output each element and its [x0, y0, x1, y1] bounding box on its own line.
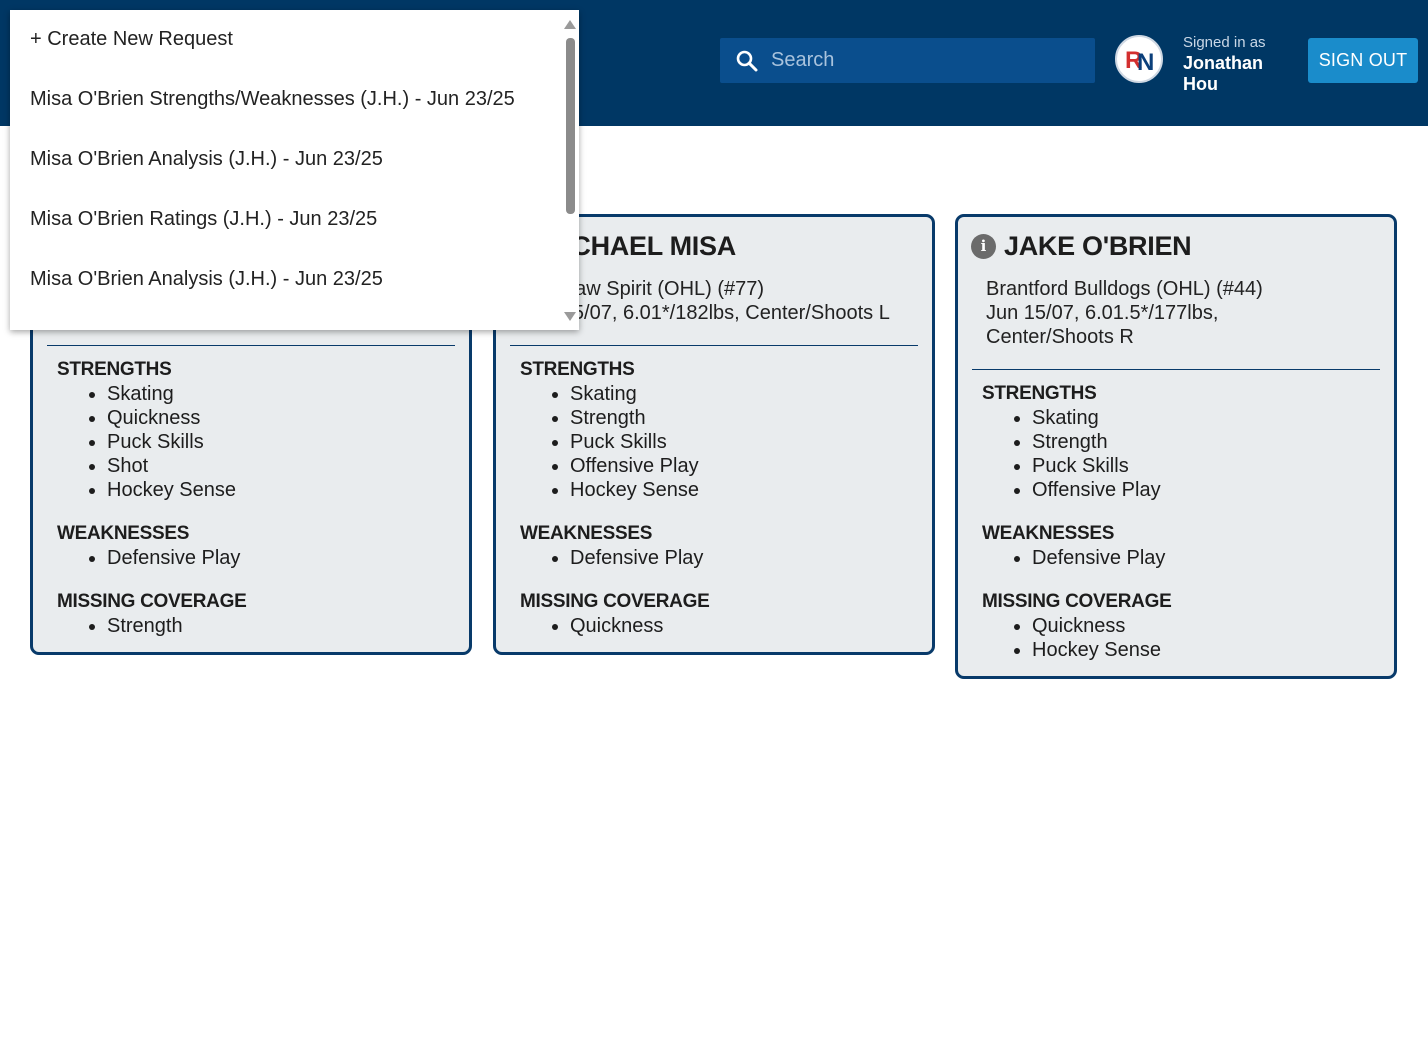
svg-text:R: R	[1125, 47, 1142, 74]
dropdown-scrollbar[interactable]	[561, 10, 579, 330]
sign-out-button[interactable]: SIGN OUT	[1308, 38, 1418, 83]
request-option[interactable]: Misa O'Brien Ratings (J.H.) - Jun 23/25	[30, 208, 378, 230]
player-detail-line: Brantford Bulldogs (OHL) (#44)	[986, 278, 1263, 300]
strength-item: Puck Skills	[570, 430, 932, 454]
weaknesse-item: Defensive Play	[1032, 546, 1394, 570]
strength-item: Strength	[1032, 430, 1394, 454]
player-detail-line: Jun 15/07, 6.01*/182lbs, Center/Shoots L	[524, 302, 890, 324]
card-bottom-padding	[496, 638, 932, 652]
player-details: Brantford Bulldogs (OHL) (#44) Jun 15/07,…	[958, 265, 1394, 349]
player-details: Saginaw Spirit (OHL) (#77) Jun 15/07, 6.0…	[496, 265, 932, 325]
strength-item: Strength	[570, 406, 932, 430]
scroll-down-arrow-icon[interactable]	[564, 312, 576, 321]
missing-heading: MISSING COVERAGE	[982, 591, 1172, 612]
search-placeholder: Search	[771, 49, 835, 71]
weaknesses-heading: WEAKNESSES	[520, 523, 653, 544]
player-detail-line: Saginaw Spirit (OHL) (#77)	[524, 278, 765, 300]
player-name: JAKE O'BRIEN	[1004, 230, 1192, 261]
missing-heading: MISSING COVERAGE	[520, 591, 710, 612]
missing-item: Quickness	[570, 614, 932, 638]
user-name: Jonathan Hou	[1183, 53, 1264, 94]
weaknesse-item: Defensive Play	[107, 546, 469, 570]
missing-list: QuicknessHockey Sense	[958, 614, 1394, 662]
strengths-heading: STRENGTHS	[520, 359, 635, 380]
player-detail-line: Center/Shoots R	[986, 326, 1134, 348]
request-dropdown-menu[interactable]: + Create New Request Misa O'Brien Strengt…	[10, 10, 579, 330]
weaknesses-list: Defensive Play	[958, 546, 1394, 570]
svg-text:N: N	[1137, 49, 1154, 76]
strengths-list: SkatingStrengthPuck SkillsOffensive Play…	[496, 382, 932, 502]
strength-item: Puck Skills	[107, 430, 469, 454]
card-bottom-padding	[958, 662, 1394, 676]
weaknesses-heading: WEAKNESSES	[57, 523, 190, 544]
create-new-request-option[interactable]: + Create New Request	[30, 28, 233, 50]
card-divider	[972, 369, 1380, 370]
organization-logo[interactable]: R N	[1115, 35, 1163, 83]
weaknesse-item: Defensive Play	[570, 546, 932, 570]
request-option[interactable]: Misa O'Brien Analysis (J.H.) - Jun 23/25	[30, 268, 383, 290]
card-bottom-padding	[33, 638, 469, 652]
weaknesses-list: Defensive Play	[496, 546, 932, 570]
missing-item: Strength	[107, 614, 469, 638]
strength-item: Offensive Play	[1032, 478, 1394, 502]
strengths-heading: STRENGTHS	[57, 359, 172, 380]
signed-in-label: Signed in as	[1183, 34, 1266, 51]
strengths-heading: STRENGTHS	[982, 383, 1097, 404]
missing-item: Hockey Sense	[1032, 638, 1394, 662]
strength-item: Hockey Sense	[107, 478, 469, 502]
request-option[interactable]: Misa O'Brien Strengths/Weaknesses (J.H.)…	[30, 88, 515, 110]
card-divider	[47, 345, 455, 346]
search-icon	[736, 50, 758, 71]
scrollbar-thumb[interactable]	[566, 38, 575, 214]
strength-item: Skating	[107, 382, 469, 406]
strength-item: Offensive Play	[570, 454, 932, 478]
player-card-header: i JAKE O'BRIEN	[958, 217, 1394, 265]
weaknesses-heading: WEAKNESSES	[982, 523, 1115, 544]
scroll-up-arrow-icon[interactable]	[564, 20, 576, 29]
strength-item: Quickness	[107, 406, 469, 430]
missing-heading: MISSING COVERAGE	[57, 591, 247, 612]
weaknesses-list: Defensive Play	[33, 546, 469, 570]
missing-list: Strength	[33, 614, 469, 638]
player-card: i JAKE O'BRIEN Brantford Bulldogs (OHL) (#…	[955, 214, 1397, 679]
player-detail-line: Jun 15/07, 6.01.5*/177lbs,	[986, 302, 1219, 324]
strengths-list: SkatingStrengthPuck SkillsOffensive Play	[958, 406, 1394, 502]
strength-item: Skating	[570, 382, 932, 406]
missing-list: Quickness	[496, 614, 932, 638]
strength-item: Hockey Sense	[570, 478, 932, 502]
request-option[interactable]: Misa O'Brien Analysis (J.H.) - Jun 23/25	[30, 148, 383, 170]
strength-item: Puck Skills	[1032, 454, 1394, 478]
strength-item: Shot	[107, 454, 469, 478]
missing-item: Quickness	[1032, 614, 1394, 638]
info-icon[interactable]: i	[971, 233, 996, 259]
search-bar[interactable]: Search	[720, 38, 1095, 83]
card-divider	[510, 345, 918, 346]
strengths-list: SkatingQuicknessPuck SkillsShotHockey Se…	[33, 382, 469, 502]
strength-item: Skating	[1032, 406, 1394, 430]
